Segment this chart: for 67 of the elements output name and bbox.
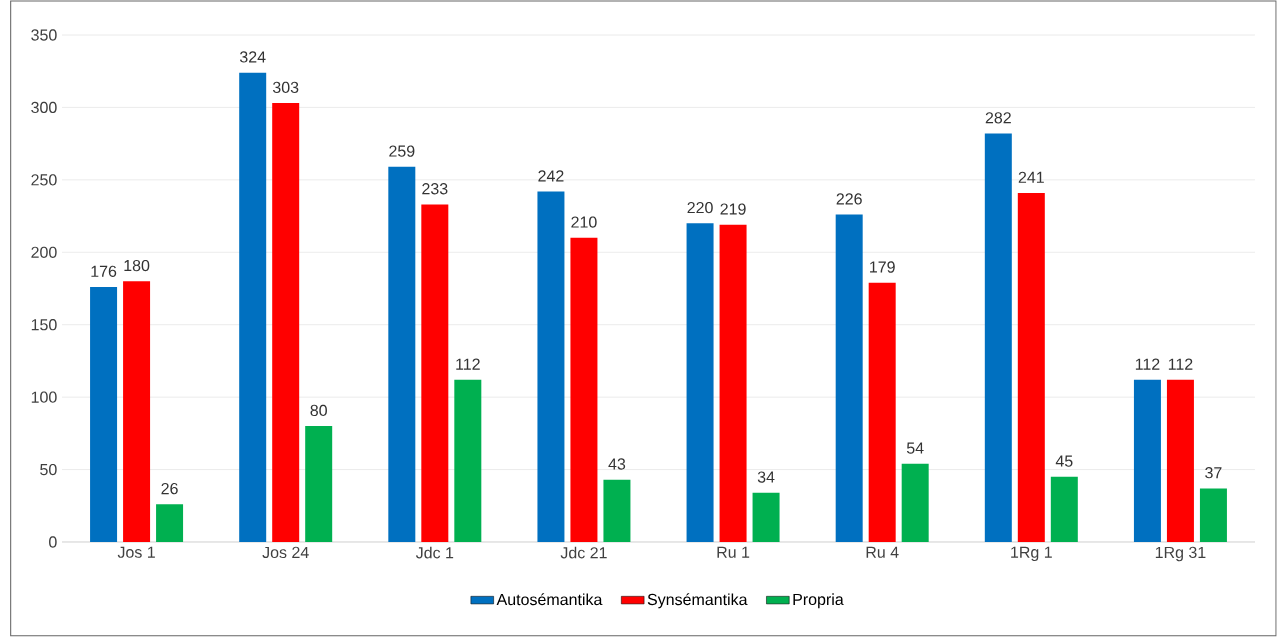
bar xyxy=(752,492,780,542)
bar xyxy=(239,72,267,542)
data-label: 210 xyxy=(571,216,597,228)
y-tick-label: 300 xyxy=(31,101,57,114)
data-label: 43 xyxy=(608,458,626,470)
data-label: 303 xyxy=(272,81,299,94)
bar xyxy=(305,426,333,542)
bar xyxy=(537,191,565,542)
bar xyxy=(123,281,151,542)
bar xyxy=(421,204,449,542)
bar xyxy=(90,287,118,542)
y-tick-label: 250 xyxy=(31,174,57,186)
bar xyxy=(686,223,714,542)
bar xyxy=(901,463,929,542)
y-tick-label: 100 xyxy=(31,391,57,403)
data-label: 219 xyxy=(720,203,746,215)
data-label: 220 xyxy=(687,201,713,214)
x-tick-label: Ru 4 xyxy=(866,546,899,558)
y-tick-label: 50 xyxy=(40,463,57,476)
bar xyxy=(570,237,598,542)
data-label: 26 xyxy=(161,482,178,495)
data-label: 179 xyxy=(870,261,895,273)
data-label: 37 xyxy=(1205,467,1222,479)
data-label: 226 xyxy=(836,193,862,205)
y-tick-label: 0 xyxy=(49,536,57,548)
bar xyxy=(156,504,184,542)
bar xyxy=(719,224,747,542)
x-tick-label: Ru 1 xyxy=(717,546,750,558)
x-tick-label: Jdc 1 xyxy=(415,546,454,559)
data-label: 241 xyxy=(1018,171,1044,183)
bar xyxy=(1133,379,1161,542)
x-tick-label: 1Rg 1 xyxy=(1011,546,1052,562)
bar xyxy=(603,479,631,542)
x-tick-label: 1Rg 31 xyxy=(1155,546,1206,562)
x-tick-label: Jdc 21 xyxy=(560,546,607,559)
bar xyxy=(868,282,896,542)
data-label: 259 xyxy=(389,145,415,157)
bar xyxy=(1199,488,1227,542)
data-label: 242 xyxy=(538,170,564,182)
data-label: 282 xyxy=(985,112,1011,124)
y-tick-label: 200 xyxy=(31,246,57,258)
legend-label: Propria xyxy=(793,593,844,609)
bar xyxy=(454,379,482,542)
data-label: 80 xyxy=(310,404,327,417)
data-label: 112 xyxy=(1135,358,1160,370)
bar xyxy=(1050,476,1078,542)
y-tick-label: 150 xyxy=(31,319,57,331)
data-label: 112 xyxy=(1168,358,1193,370)
data-label: 233 xyxy=(422,183,448,195)
bar xyxy=(984,133,1012,542)
bar xyxy=(1017,192,1045,542)
bar xyxy=(1166,379,1194,542)
data-label: 176 xyxy=(91,265,117,277)
legend-label: Autosémantika xyxy=(496,593,603,606)
legend-label: Synsémantika xyxy=(647,593,748,609)
bar xyxy=(388,166,416,542)
bar xyxy=(835,214,863,542)
data-label: 112 xyxy=(456,358,480,370)
data-label: 324 xyxy=(239,51,266,63)
x-tick-label: Jos 24 xyxy=(262,546,309,559)
bar xyxy=(272,103,300,542)
data-label: 34 xyxy=(757,471,775,483)
data-label: 45 xyxy=(1055,455,1073,467)
data-label: 180 xyxy=(124,259,150,272)
data-label: 54 xyxy=(906,442,924,454)
x-tick-label: Jos 1 xyxy=(117,546,155,558)
y-tick-label: 350 xyxy=(31,29,57,41)
